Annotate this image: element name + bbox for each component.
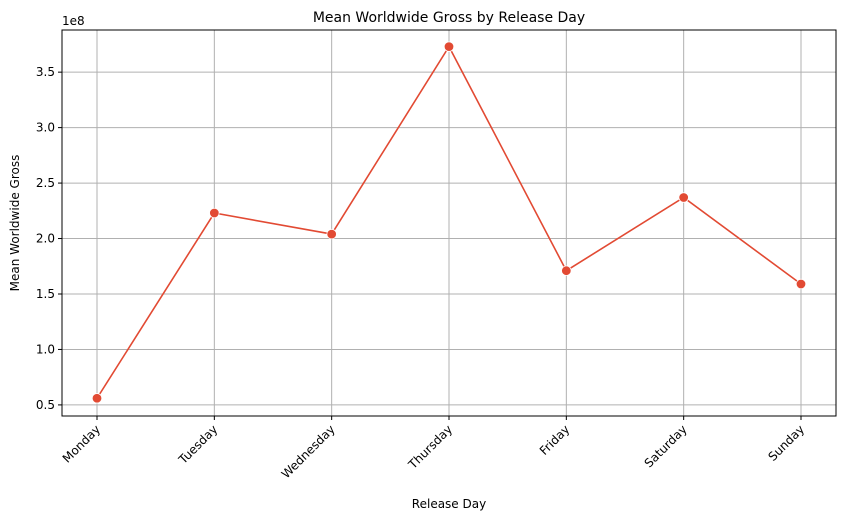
- y-tick-label: 1.0: [36, 342, 55, 356]
- x-tick-label: Saturday: [642, 422, 690, 470]
- x-tick-label: Friday: [537, 422, 573, 458]
- grid: [62, 30, 836, 416]
- data-point: [678, 192, 689, 203]
- data-point: [326, 228, 337, 240]
- x-tick-label: Tuesday: [175, 422, 220, 467]
- data-series: [91, 41, 807, 404]
- data-point: [209, 207, 220, 219]
- data-point: [561, 265, 572, 276]
- x-tick-label: Sunday: [765, 422, 807, 464]
- y-tick-label: 3.5: [36, 65, 55, 79]
- x-axis-label: Release Day: [412, 497, 486, 511]
- data-point: [91, 393, 103, 404]
- y-offset-label: 1e8: [62, 14, 85, 28]
- y-tick-label: 1.5: [36, 287, 55, 301]
- x-tick-label: Monday: [60, 422, 103, 465]
- x-tick-label: Thursday: [405, 422, 455, 472]
- chart-title: Mean Worldwide Gross by Release Day: [313, 10, 585, 26]
- y-axis-label: Mean Worldwide Gross: [8, 155, 22, 292]
- y-tick-label: 2.5: [36, 176, 55, 190]
- x-tick-label: Wednesday: [279, 422, 338, 481]
- data-point: [795, 278, 807, 290]
- data-point: [443, 41, 455, 52]
- y-tick-label: 0.5: [36, 398, 55, 412]
- y-tick-label: 2.0: [36, 232, 55, 246]
- y-tick-label: 3.0: [36, 121, 55, 135]
